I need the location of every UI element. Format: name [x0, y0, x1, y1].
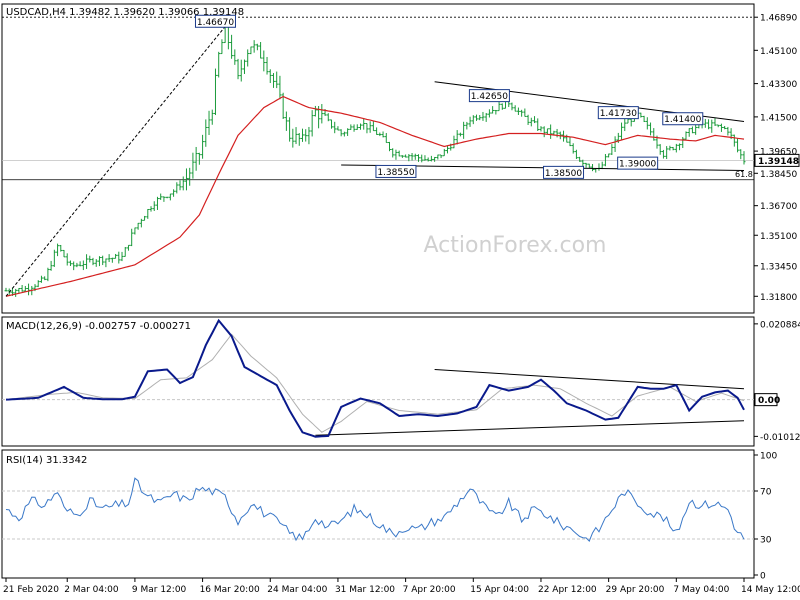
price-label: 1.41400	[664, 115, 701, 125]
time-tick-label: 15 Apr 04:00	[470, 585, 529, 595]
price-panel: ActionForex.com 61.8 1.46670 1.42650 1.385…	[1, 3, 755, 314]
price-label: 1.42650	[471, 92, 508, 102]
price-tick-label: 1.39650	[760, 148, 797, 158]
price-label-box	[617, 156, 659, 170]
price-label: 1.39000	[619, 160, 656, 170]
rsi-line	[5, 477, 745, 542]
macd-tick-label: -0.010121	[760, 433, 800, 443]
price-axis: 1.46890 1.45100 1.43300 1.41500 1.39650 1.384…	[754, 14, 800, 303]
time-tick-label: 7 May 04:00	[673, 585, 729, 595]
price-tick-label: 1.33450	[760, 262, 797, 272]
price-label-box	[468, 89, 510, 103]
time-tick-label: 16 Mar 20:00	[200, 585, 260, 595]
price-label-box	[375, 164, 417, 178]
time-tick-label: 29 Apr 20:00	[606, 585, 665, 595]
rsi-title: RSI(14) 31.3342	[6, 455, 87, 466]
price-label-box	[662, 112, 704, 126]
macd-axis: 0.0208840.00-0.0101210.00	[754, 320, 800, 443]
time-axis: 21 Feb 2020 2 Mar 04:00 9 Mar 12:00 16 Mar …	[3, 578, 800, 595]
price-bars	[4, 18, 746, 297]
time-tick-label: 31 Mar 12:00	[335, 585, 395, 595]
price-tick-label: 1.38450	[760, 170, 797, 180]
price-tick-label: 1.45100	[760, 47, 797, 57]
price-label: 1.41730	[600, 109, 637, 119]
moving-average-line	[5, 95, 745, 297]
price-trendline	[5, 22, 229, 297]
price-labels: 1.46670 1.42650 1.38550 1.38500 1.41730 1.414…	[194, 14, 704, 179]
macd-panel: MACD(12,26,9) -0.002757 -0.000271	[1, 316, 755, 447]
time-tick-label: 21 Feb 2020	[3, 585, 59, 595]
symbol-title: USDCAD,H4 1.39482 1.39620 1.39066 1.3914…	[6, 7, 244, 18]
rsi-axis: 100 70 30 0	[754, 452, 777, 582]
price-panel-frame	[1, 3, 755, 314]
price-tick-label: 1.31800	[760, 293, 797, 303]
price-tick-label: 1.41500	[760, 113, 797, 123]
price-label-box	[194, 14, 236, 28]
price-label: 1.38550	[377, 168, 414, 178]
price-label-box	[543, 165, 585, 179]
rsi-panel-frame	[1, 449, 755, 579]
macd-panel-frame	[1, 316, 755, 447]
macd-line	[5, 318, 745, 438]
macd-trendline	[315, 420, 745, 436]
watermark: ActionForex.com	[424, 233, 607, 258]
price-label-box	[597, 106, 639, 120]
rsi-tick-label: 30	[760, 536, 772, 546]
time-tick-label: 7 Apr 20:00	[403, 585, 456, 595]
macd-trendline	[434, 369, 745, 390]
current-price-box	[754, 153, 800, 167]
time-tick-label: 14 May 12:00	[741, 585, 800, 595]
fib-label: 61.8	[735, 170, 753, 179]
macd-title: MACD(12,26,9) -0.002757 -0.000271	[6, 321, 191, 332]
current-price-label: 1.39148	[758, 157, 799, 167]
price-tick-label: 1.36700	[760, 202, 797, 212]
macd-zero-label: 0.00	[758, 396, 780, 406]
price-tick-label: 1.35100	[760, 232, 797, 242]
rsi-tick-label: 0	[760, 572, 766, 582]
price-label: 1.46670	[197, 18, 234, 28]
rsi-tick-label: 70	[760, 488, 772, 498]
time-tick-label: 24 Mar 04:00	[267, 585, 327, 595]
macd-tick-label: 0.020884	[760, 320, 800, 330]
price-tick-label: 1.43300	[760, 80, 797, 90]
rsi-tick-label: 100	[760, 452, 777, 462]
time-tick-label: 2 Mar 04:00	[64, 585, 119, 595]
macd-zero-box	[754, 393, 778, 407]
price-label: 1.38500	[545, 169, 582, 179]
price-tick-label: 1.46890	[760, 14, 797, 24]
time-tick-label: 9 Mar 12:00	[132, 585, 187, 595]
rsi-panel: RSI(14) 31.3342	[1, 449, 755, 579]
time-tick-label: 22 Apr 12:00	[538, 585, 597, 595]
